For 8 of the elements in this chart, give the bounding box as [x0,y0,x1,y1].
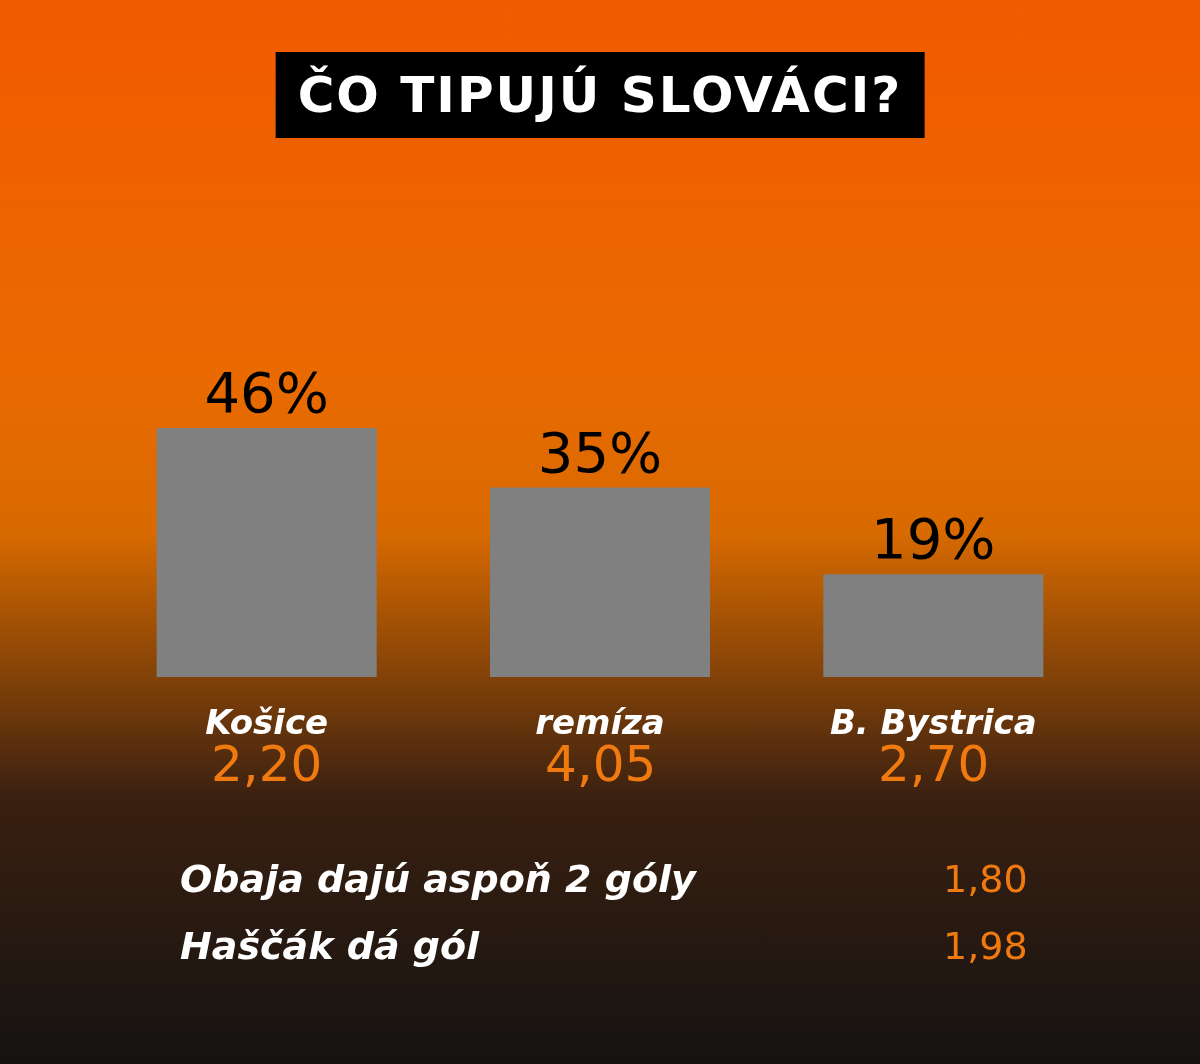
data-label: 35% [537,419,663,485]
chart-title: ČO TIPUJÚ SLOVÁCI? [275,52,925,138]
data-label: 46% [204,360,329,426]
data-label: 19% [871,506,996,572]
text: 1,98 [943,924,1028,968]
text: 1,80 [943,857,1028,901]
text: Obaja dajú aspoň 2 góly [180,857,699,901]
text: Haščák dá gól [180,924,481,968]
